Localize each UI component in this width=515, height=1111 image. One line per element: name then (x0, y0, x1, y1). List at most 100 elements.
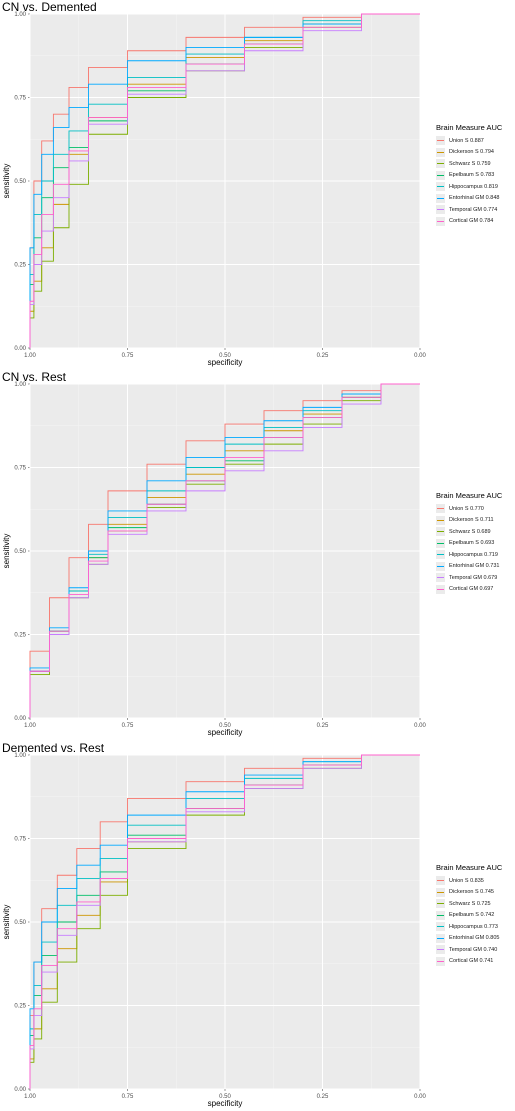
legend-label: Dickerson S 0.745 (449, 889, 494, 896)
legend: Brain Measure AUC Union S 0.770 Dickerson… (436, 491, 515, 595)
roc-curve (29, 383, 420, 718)
legend-key (436, 504, 445, 514)
legend-swatch (437, 220, 444, 222)
legend-label: Entorhinal GM 0.805 (449, 935, 500, 942)
y-tick-label: 0.00 (14, 346, 26, 352)
legend-key (436, 945, 445, 955)
x-tick-label: 0.50 (219, 1094, 231, 1100)
chart-panel-demented-vs-rest: Demented vs. Rest 0.00 0.25 0.50 0.75 1.00 1.… (0, 741, 515, 1111)
chart-panel-cn-vs-rest: CN vs. Rest 0.00 0.25 0.50 0.75 1.00 1.00 0.75… (0, 370, 515, 740)
legend-key (436, 205, 445, 215)
legend-key (436, 159, 445, 169)
roc-plot: 0.00 0.25 0.50 0.75 1.00 1.00 0.75 0.50 0.25 0.00… (2, 753, 426, 1108)
legend-label: Entorhinal GM 0.731 (449, 563, 500, 570)
legend-item: Epelbaum S 0.742 (436, 910, 515, 922)
legend-label: Hippocampus 0.773 (449, 923, 498, 930)
legend-item: Dickerson S 0.794 (436, 147, 515, 159)
x-tick-label: 0.25 (317, 1094, 329, 1100)
legend-key (436, 584, 445, 594)
x-tick-label: 0.00 (414, 1094, 426, 1100)
legend-label: Epelbaum S 0.783 (449, 172, 495, 179)
legend-label: Epelbaum S 0.742 (449, 912, 495, 919)
x-tick-label: 0.75 (122, 1094, 134, 1100)
roc-plot: 0.00 0.25 0.50 0.75 1.00 1.00 0.75 0.50 0.25 0.00… (2, 382, 426, 737)
legend: Brain Measure AUC Union S 0.887 Dickerson… (436, 123, 515, 227)
chart-panel-cn-vs-demented: CN vs. Demented 0.00 0.25 0.50 0.75 1.00 1.00… (0, 0, 515, 370)
legend-label: Schwarz S 0.725 (449, 900, 491, 907)
legend-label: Schwarz S 0.759 (449, 160, 491, 167)
legend-swatch (437, 542, 444, 544)
legend-swatch (437, 174, 444, 176)
legend-label: Epelbaum S 0.693 (449, 540, 495, 547)
legend-key (436, 538, 445, 548)
chart-title: CN vs. Demented (2, 0, 97, 14)
legend-key (436, 147, 445, 157)
legend-label: Cortical GM 0.784 (449, 218, 494, 225)
legend-title: Brain Measure AUC (436, 863, 503, 872)
y-tick-label: 0.50 (14, 920, 26, 926)
legend-item: Temporal GM 0.679 (436, 572, 515, 584)
chart-title: Demented vs. Rest (2, 741, 105, 755)
legend-label: Entorhinal GM 0.848 (449, 195, 500, 202)
legend-swatch (437, 949, 444, 951)
y-tick-label: 0.25 (14, 633, 26, 639)
x-tick-label: 0.75 (122, 353, 134, 359)
legend-key (436, 573, 445, 583)
legend-swatch (437, 926, 444, 928)
legend-key (436, 550, 445, 560)
x-tick-label: 0.00 (414, 723, 426, 729)
chart-title: CN vs. Rest (2, 370, 67, 384)
legend-label: Temporal GM 0.740 (449, 946, 498, 953)
y-tick-label: 0.00 (14, 716, 26, 722)
y-tick-label: 0.25 (14, 1004, 26, 1010)
y-tick-label: 0.50 (14, 549, 26, 555)
y-tick-label: 1.00 (14, 382, 26, 388)
y-tick-label: 0.75 (14, 96, 26, 102)
y-axis-label: sensitivity (2, 905, 11, 940)
legend-key (436, 910, 445, 920)
legend-key (436, 899, 445, 909)
x-tick-label: 0.00 (414, 353, 426, 359)
legend-items: Union S 0.835 Dickerson S 0.745 Schwarz S … (436, 875, 515, 967)
legend-swatch (437, 577, 444, 579)
legend-item: Epelbaum S 0.693 (436, 538, 515, 550)
legend-swatch (437, 960, 444, 962)
legend-label: Union S 0.835 (449, 877, 484, 884)
legend-swatch (437, 903, 444, 905)
legend-item: Entorhinal GM 0.805 (436, 933, 515, 945)
legend-key (436, 887, 445, 897)
y-tick-label: 0.75 (14, 466, 26, 472)
legend-item: Cortical GM 0.741 (436, 956, 515, 968)
legend-item: Entorhinal GM 0.731 (436, 561, 515, 573)
legend-item: Schwarz S 0.759 (436, 158, 515, 170)
x-axis-label: specificity (208, 1099, 243, 1108)
legend-swatch (437, 891, 444, 893)
legend-swatch (437, 519, 444, 521)
legend-label: Dickerson S 0.711 (449, 517, 494, 524)
legend-label: Dickerson S 0.794 (449, 149, 494, 156)
legend-item: Schwarz S 0.689 (436, 526, 515, 538)
y-tick-label: 1.00 (14, 12, 26, 18)
legend-swatch (437, 588, 444, 590)
legend-label: Hippocampus 0.819 (449, 183, 498, 190)
legend-items: Union S 0.887 Dickerson S 0.794 Schwarz S … (436, 135, 515, 227)
y-tick-label: 0.25 (14, 263, 26, 269)
y-axis-label: sensitivity (2, 534, 11, 569)
legend-label: Temporal GM 0.679 (449, 574, 498, 581)
legend-item: Cortical GM 0.697 (436, 584, 515, 596)
legend-key (436, 170, 445, 180)
legend-swatch (437, 197, 444, 199)
legend-item: Union S 0.770 (436, 503, 515, 515)
legend-swatch (437, 914, 444, 916)
legend-label: Union S 0.770 (449, 505, 484, 512)
roc-curve (29, 383, 420, 718)
legend-key (436, 515, 445, 525)
legend-item: Hippocampus 0.773 (436, 921, 515, 933)
legend-swatch (437, 140, 444, 142)
legend-item: Dickerson S 0.711 (436, 515, 515, 527)
legend-item: Temporal GM 0.774 (436, 204, 515, 216)
legend: Brain Measure AUC Union S 0.835 Dickerson… (436, 863, 515, 967)
legend-label: Temporal GM 0.774 (449, 206, 498, 213)
legend-swatch (437, 163, 444, 165)
legend-swatch (437, 186, 444, 188)
